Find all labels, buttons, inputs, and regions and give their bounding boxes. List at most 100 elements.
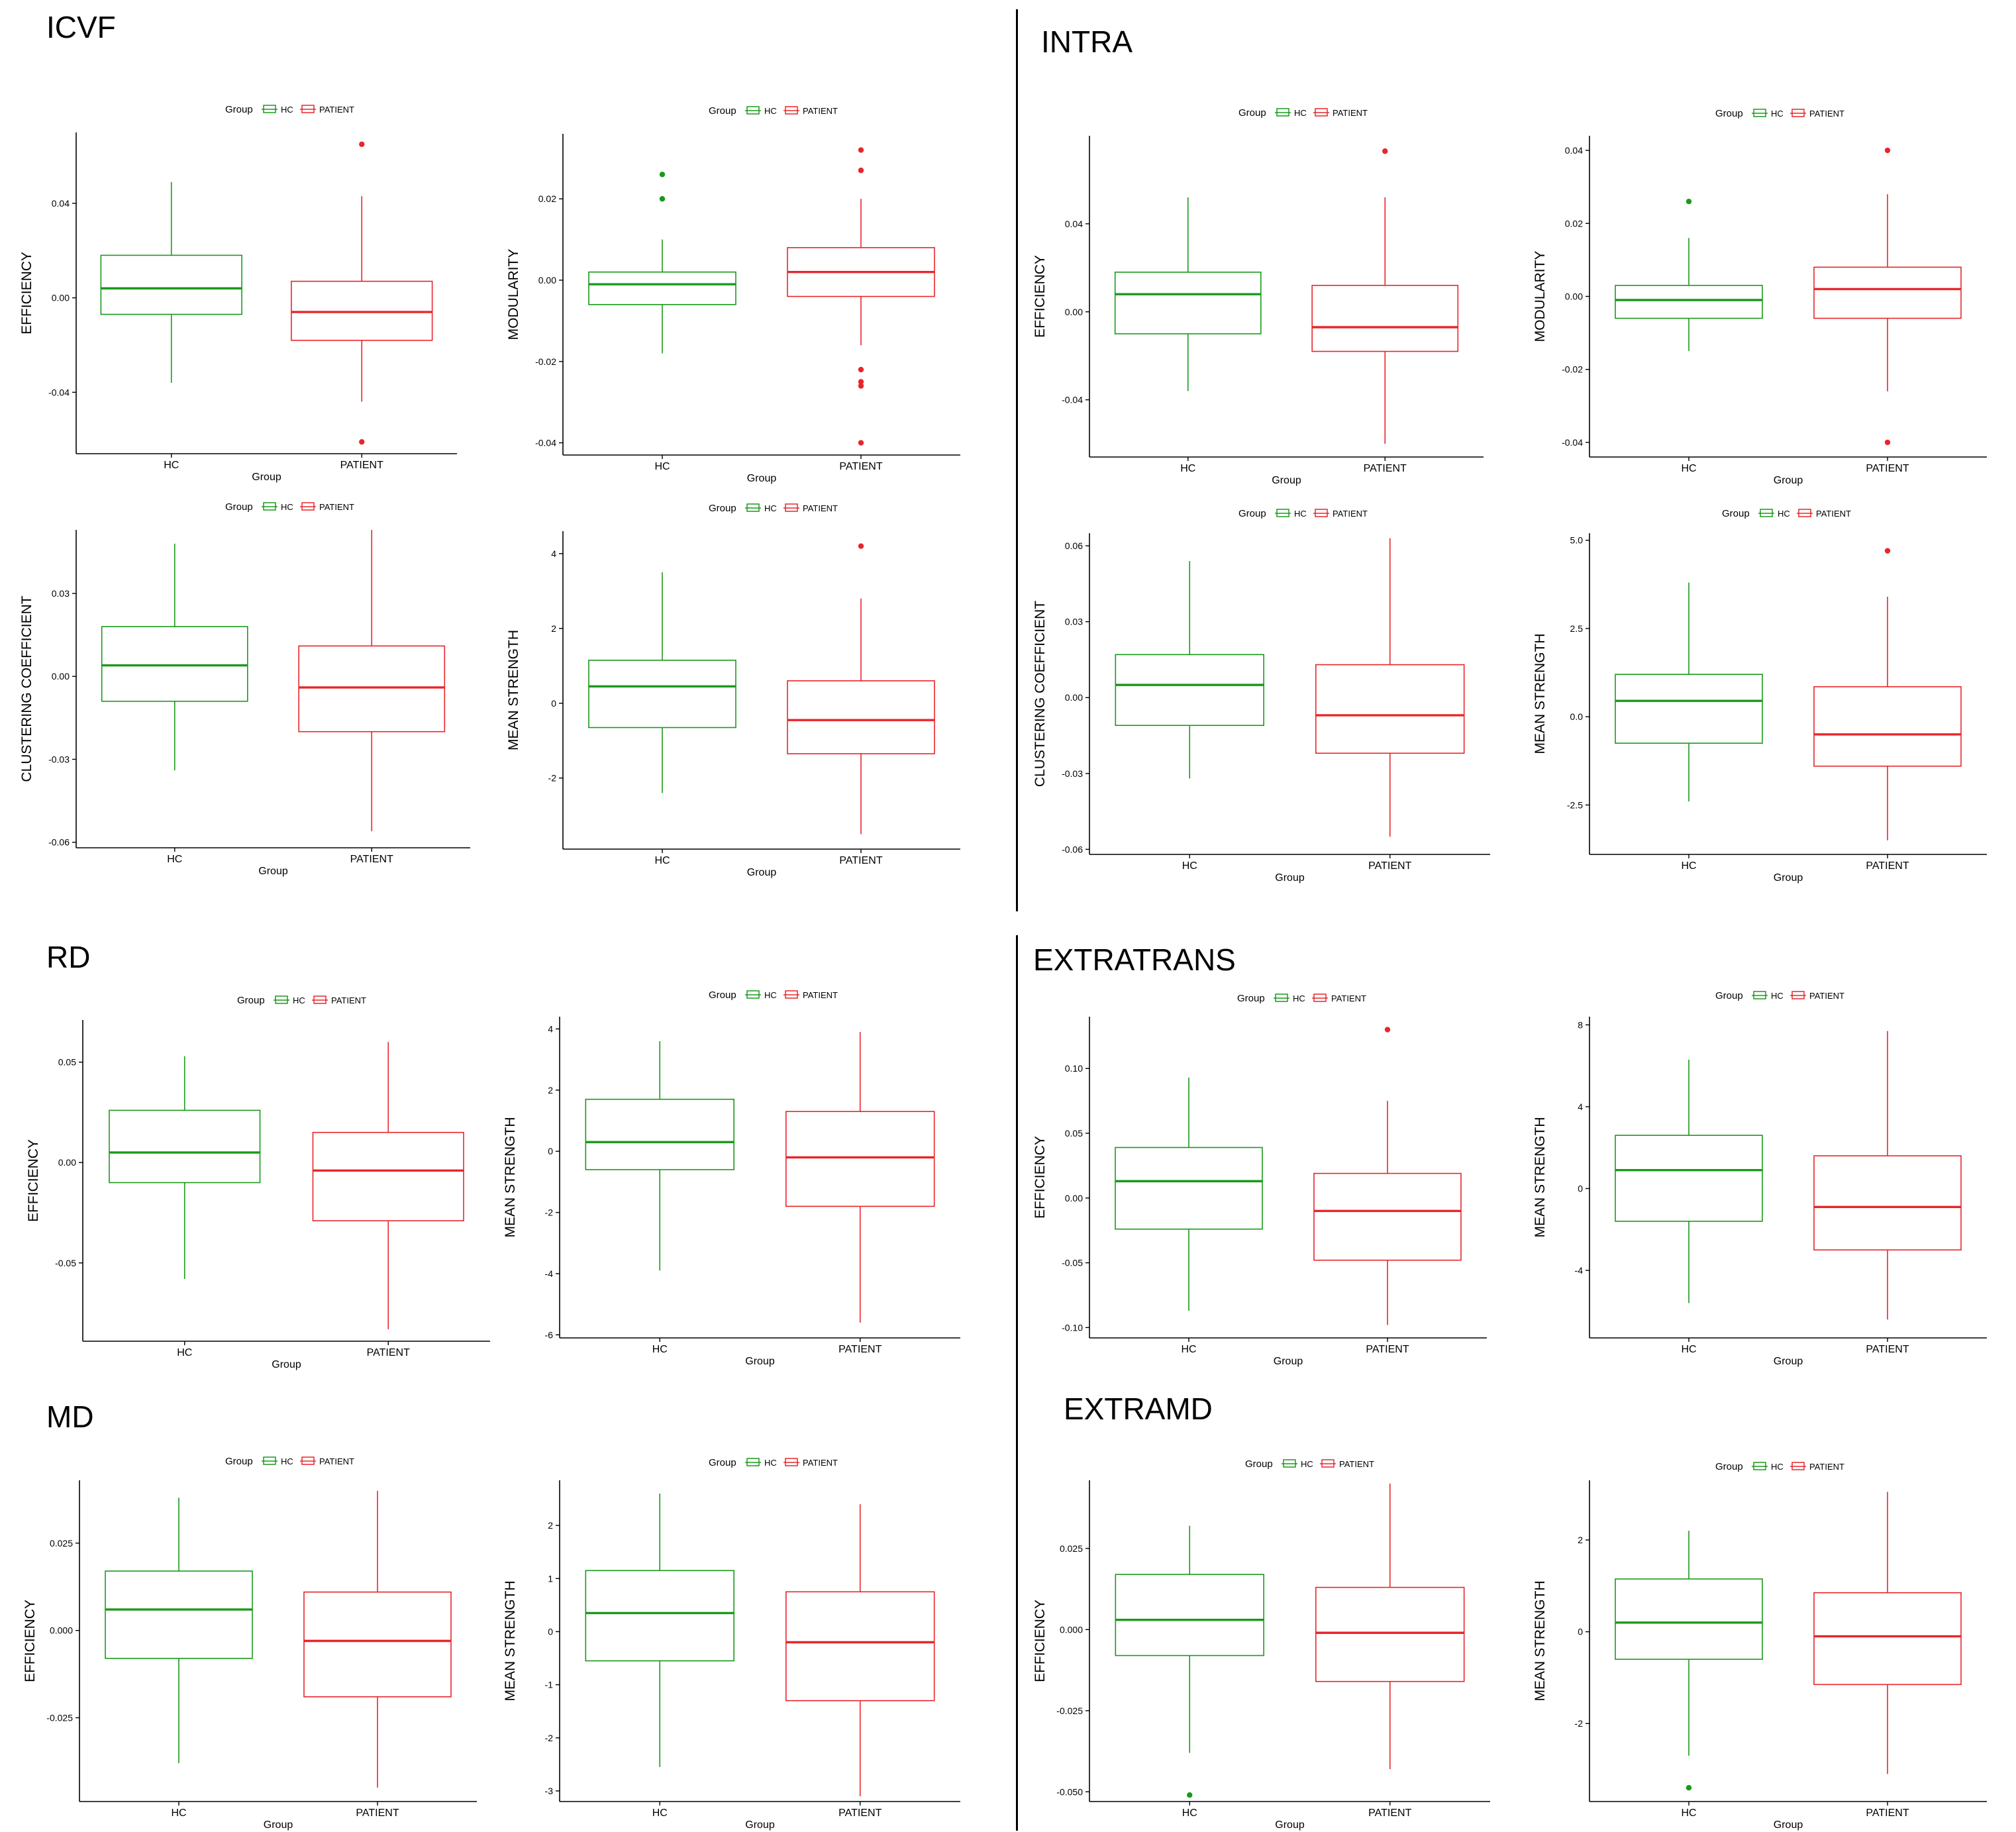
legend-label: HC (1294, 108, 1307, 118)
box-hc (1115, 561, 1264, 779)
box-iqr (1315, 1586, 1465, 1682)
section-title-extramd: EXTRAMD (1064, 1392, 1213, 1426)
legend-label: HC (1778, 509, 1790, 519)
y-tick-label: 0.00 (1065, 307, 1083, 317)
y-axis-title: MEAN STRENGTH (1533, 1580, 1548, 1701)
box-iqr (298, 645, 446, 733)
y-tick-label: 0 (548, 1626, 553, 1637)
outlier-point (858, 147, 864, 153)
y-tick-label: -0.02 (1562, 364, 1583, 375)
box-hc (1615, 1059, 1763, 1303)
x-tick-label-patient: PATIENT (839, 461, 882, 472)
x-tick-label-hc: HC (1681, 860, 1696, 872)
y-tick-label: 0.00 (52, 671, 70, 682)
legend-label: PATIENT (1809, 991, 1844, 1001)
legend-label: PATIENT (803, 1458, 838, 1468)
y-axis-title: CLUSTERING COEFFICIENT (1033, 601, 1048, 787)
box-patient (1813, 548, 1962, 840)
y-tick-label: 0 (551, 698, 556, 709)
legend-key-patient: PATIENT (300, 105, 354, 115)
legend-title: Group (1245, 1458, 1273, 1470)
box-hc (1115, 1077, 1263, 1311)
legend-key-patient: PATIENT (1797, 509, 1851, 519)
legend-label: HC (293, 995, 305, 1005)
box-iqr (1813, 686, 1962, 767)
x-axis-title: Group (264, 1819, 293, 1831)
legend-key-patient: PATIENT (1313, 108, 1368, 118)
legend-title: Group (225, 501, 253, 513)
x-axis-title: Group (258, 866, 288, 877)
legend-title: Group (1722, 508, 1750, 519)
boxplot-extramd-eff: Group HC PATIENT 0.025 0.000 -0.025 -0.050 HC PA… (1033, 1458, 1490, 1831)
legend-title: Group (237, 995, 265, 1006)
legend: Group HC PATIENT (709, 990, 838, 1001)
boxplot-md-ms: Group HC PATIENT 2 1 0 -1 -2 -3 HC PATIENT Group MEA… (503, 1457, 960, 1831)
y-tick-label: -0.05 (1062, 1258, 1083, 1268)
outlier-point (1686, 199, 1692, 205)
legend-key-hc: HC (1752, 991, 1784, 1001)
box-patient (303, 1490, 452, 1788)
box-iqr (100, 254, 242, 315)
legend-label: PATIENT (1809, 109, 1844, 119)
box-hc (1114, 197, 1262, 391)
legend: Group HC PATIENT (1722, 508, 1851, 519)
x-axis-title: Group (1272, 475, 1301, 486)
legend-label: PATIENT (319, 105, 354, 115)
y-tick-label: 0.000 (1060, 1624, 1083, 1635)
legend-title: Group (1715, 108, 1743, 119)
legend: Group HC PATIENT (225, 501, 354, 513)
y-tick-label: -0.04 (1562, 437, 1583, 448)
outlier-point (1384, 1027, 1391, 1033)
box-iqr (1115, 1146, 1263, 1230)
x-tick-label-patient: PATIENT (838, 1807, 882, 1819)
legend: Group HC PATIENT (1715, 990, 1844, 1001)
y-tick-label: 4 (548, 1023, 553, 1034)
boxplot-rd-ms: Group HC PATIENT 4 2 0 -2 -4 -6 HC PATIENT Group MEA… (503, 990, 960, 1367)
boxplot-extratrans-eff: Group HC PATIENT 0.10 0.05 0.00 -0.05 -0.10 HC PA… (1033, 993, 1487, 1367)
box-hc (1615, 199, 1763, 352)
box-hc (1115, 1525, 1264, 1798)
box-iqr (291, 280, 433, 341)
x-axis-title: Group (1774, 475, 1803, 486)
legend-label: HC (1771, 109, 1784, 119)
y-tick-label: -0.025 (1056, 1705, 1083, 1716)
legend: Group HC PATIENT (709, 503, 838, 514)
box-patient (1813, 1492, 1962, 1774)
y-tick-label: 0.00 (538, 275, 556, 285)
y-tick-label: -6 (545, 1329, 554, 1340)
x-axis-title: Group (747, 473, 777, 484)
x-tick-label-patient: PATIENT (1866, 1807, 1909, 1819)
legend-key-hc: HC (745, 990, 777, 1000)
legend-label: HC (764, 106, 777, 116)
box-iqr (1615, 1135, 1763, 1222)
legend-label: PATIENT (1331, 993, 1366, 1003)
box-patient (298, 530, 446, 831)
legend-label: PATIENT (803, 990, 838, 1000)
outlier-point (359, 141, 365, 148)
vertical-divider-bottom (1016, 935, 1018, 1831)
outlier-point (858, 379, 864, 385)
legend-title: Group (1237, 993, 1265, 1004)
y-axis-title: EFFICIENCY (1033, 255, 1048, 338)
box-iqr (585, 1570, 734, 1662)
box-iqr (1813, 1155, 1962, 1250)
x-tick-label-hc: HC (1180, 463, 1195, 474)
legend-key-hc: HC (1275, 509, 1307, 519)
y-tick-label: -0.10 (1062, 1322, 1083, 1333)
y-axis-title: EFFICIENCY (26, 1139, 41, 1222)
box-hc (588, 572, 736, 793)
box-hc (585, 1041, 734, 1271)
x-tick-label-patient: PATIENT (356, 1807, 399, 1819)
y-tick-label: -0.050 (1056, 1786, 1083, 1797)
x-axis-title: Group (745, 1356, 775, 1367)
y-axis-title: EFFICIENCY (1033, 1136, 1048, 1219)
y-tick-label: 4 (551, 548, 556, 559)
legend-label: PATIENT (319, 1456, 354, 1466)
outlier-point (1187, 1792, 1193, 1798)
x-axis-title: Group (252, 472, 281, 483)
box-patient (312, 1042, 464, 1329)
legend-key-patient: PATIENT (1320, 1459, 1374, 1469)
legend-label: HC (764, 990, 777, 1000)
x-tick-label-patient: PATIENT (839, 855, 882, 866)
x-axis-title: Group (747, 867, 777, 878)
